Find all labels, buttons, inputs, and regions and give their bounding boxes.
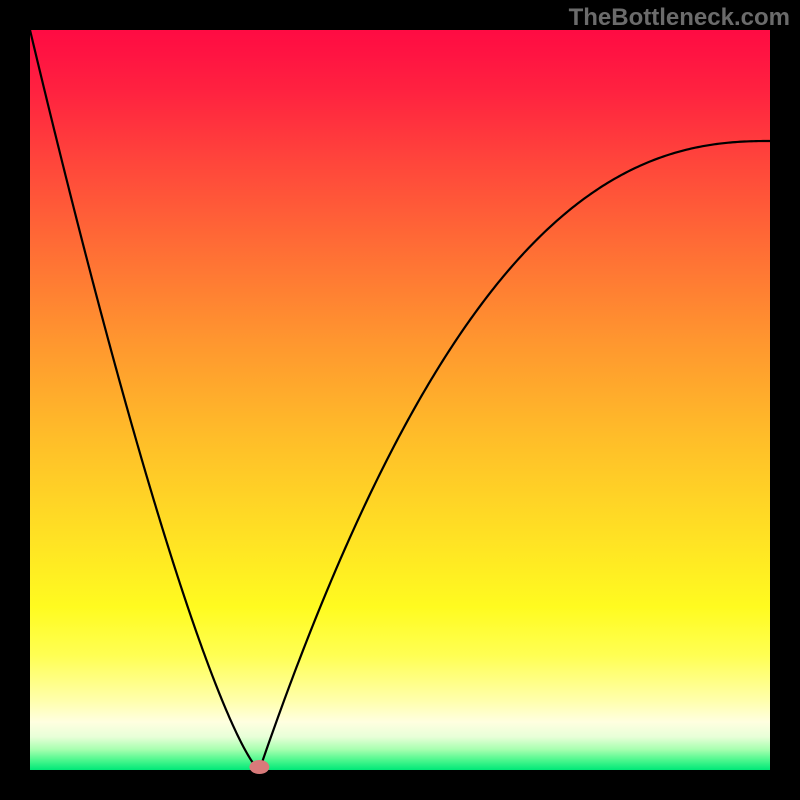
bottleneck-chart	[0, 0, 800, 800]
watermark-text: TheBottleneck.com	[569, 4, 790, 32]
vertex-marker	[249, 760, 269, 774]
chart-container: TheBottleneck.com	[0, 0, 800, 800]
chart-gradient-bg	[30, 30, 770, 770]
